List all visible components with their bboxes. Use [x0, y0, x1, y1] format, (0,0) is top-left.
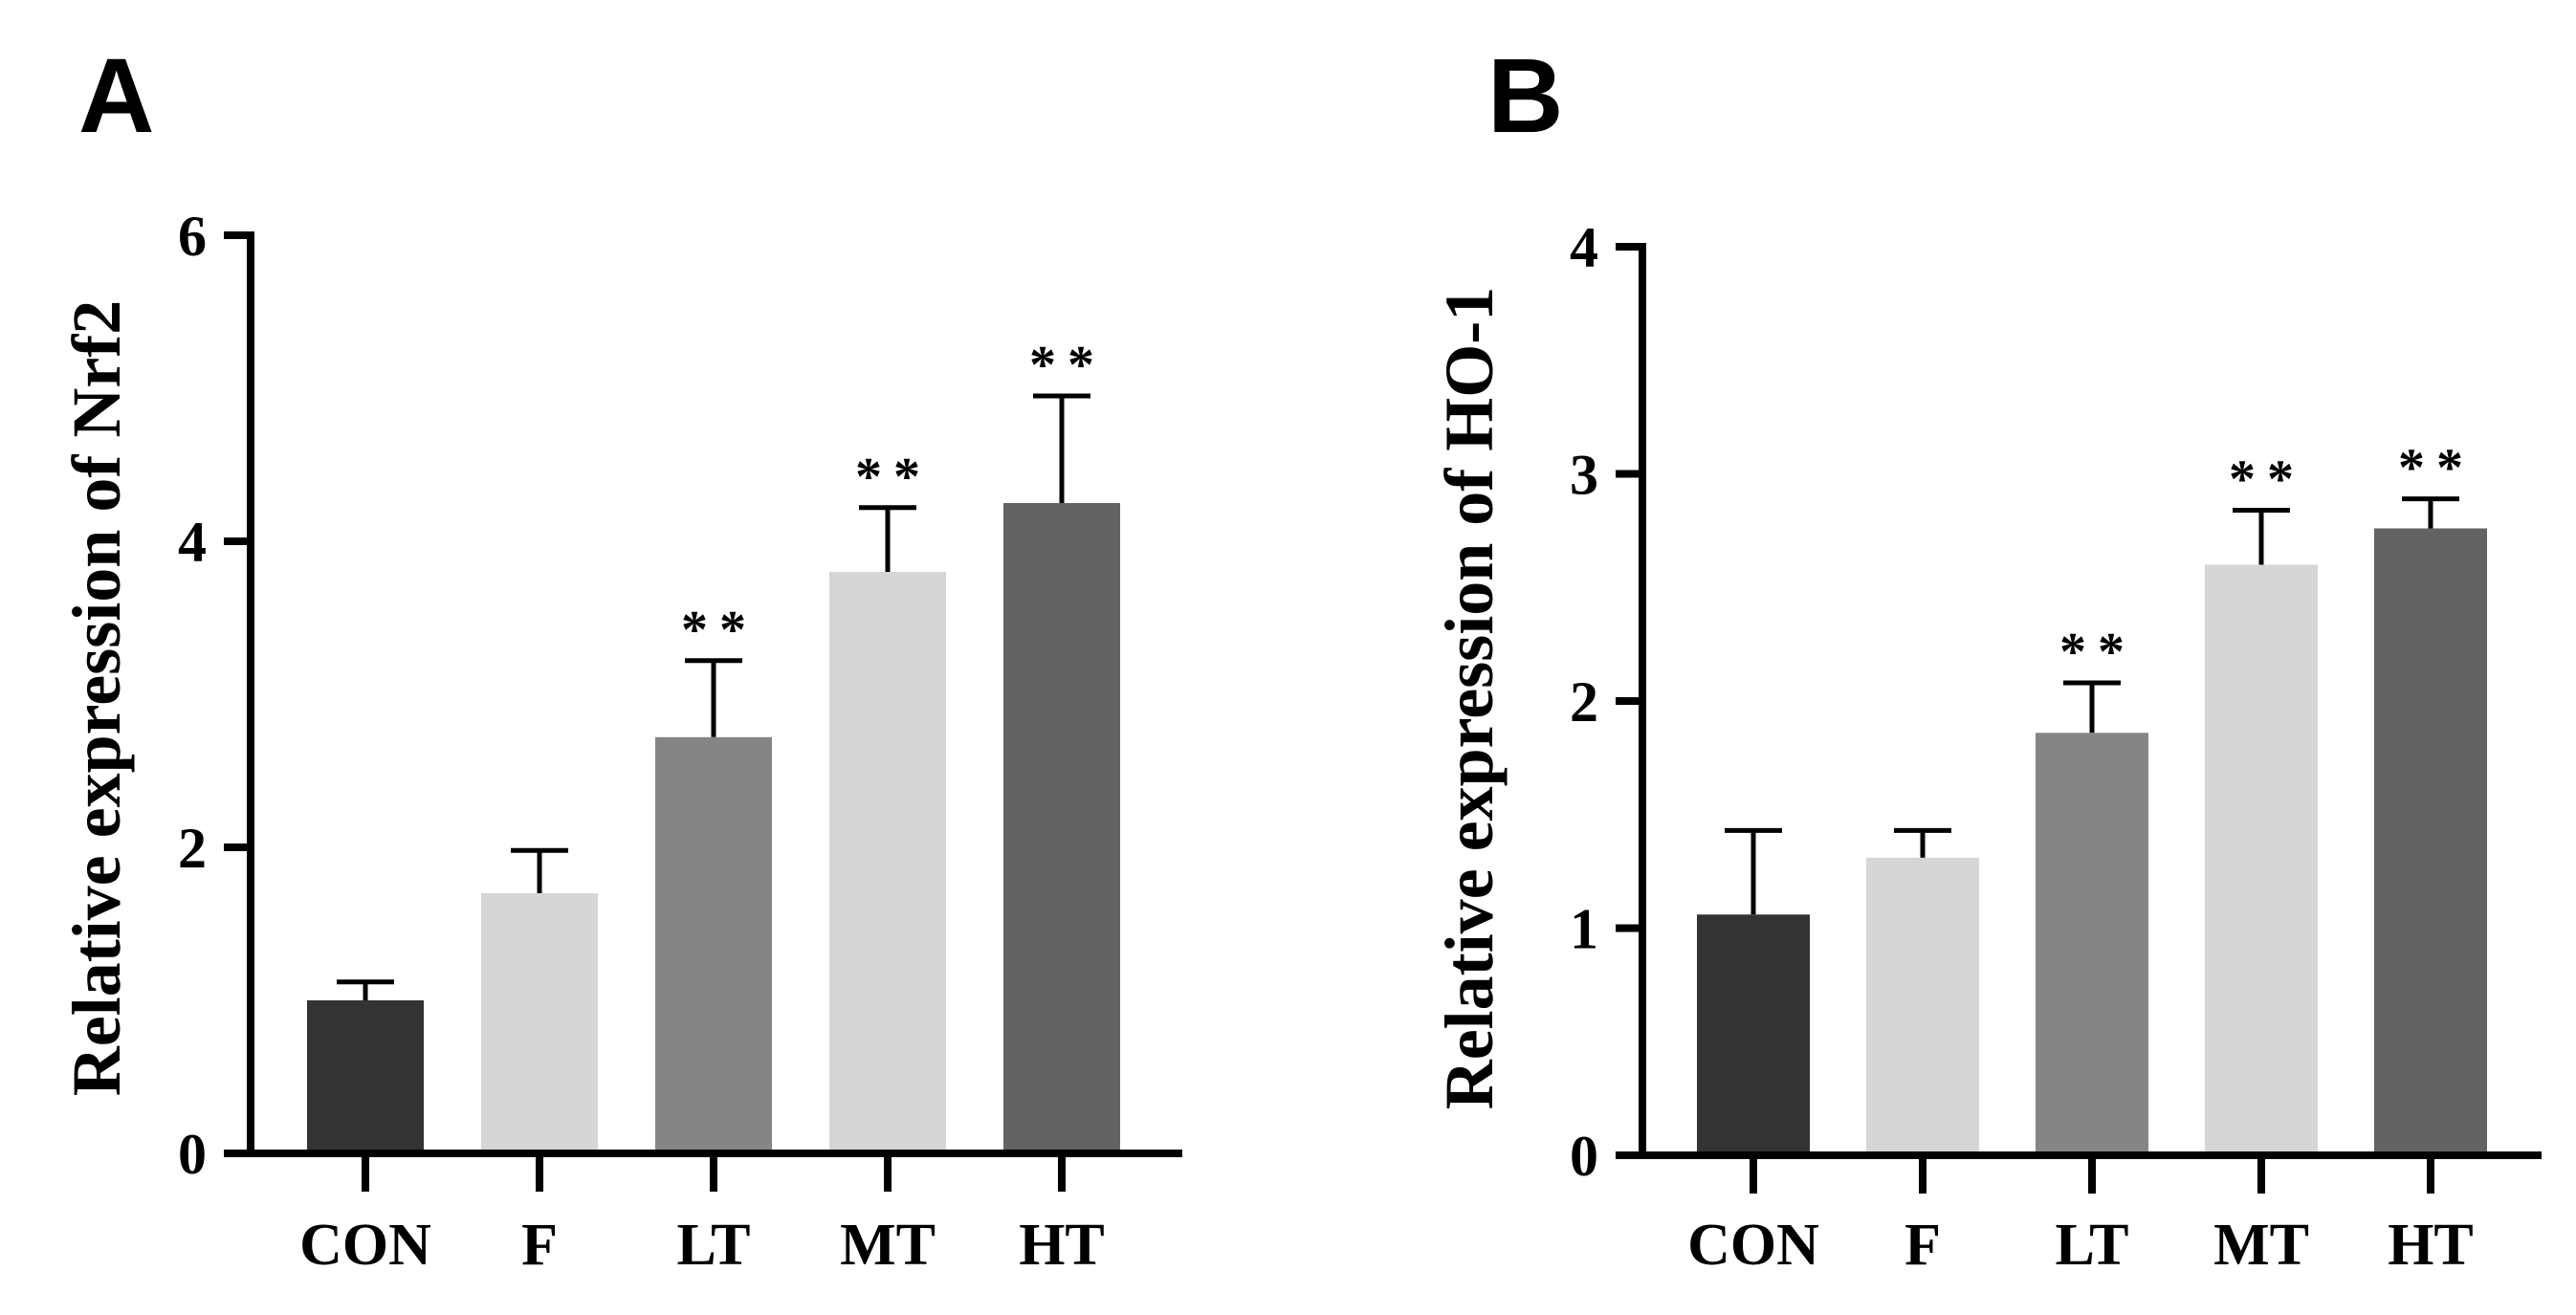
significance-mark-b: **: [2398, 439, 2475, 498]
bar-b-lt: [2036, 733, 2148, 1155]
y-tick-label-b: 0: [1570, 1125, 1598, 1188]
x-categories-a: CON F LT MT HT: [299, 1153, 1105, 1278]
significance-mark-a: **: [855, 448, 932, 507]
bar-b-ht: [2374, 528, 2487, 1155]
x-category-label-b: HT: [2388, 1213, 2474, 1278]
significance-mark-a: **: [1029, 336, 1106, 395]
bars-a: ** ** **: [307, 336, 1120, 1153]
y-tick-label-a: 0: [178, 1123, 207, 1186]
x-category-label-b: MT: [2213, 1213, 2309, 1278]
x-category-label-b: LT: [2055, 1213, 2128, 1278]
y-axis-label-a: Relative expression of Nrf2: [58, 300, 135, 1097]
bar-b-con: [1697, 914, 1810, 1155]
y-tick-label-b: 4: [1570, 216, 1598, 279]
bar-a-f: [481, 893, 598, 1153]
bars-b: ** ** **: [1697, 439, 2487, 1155]
y-tick-label-a: 2: [178, 817, 207, 880]
bar-a-ht: [1003, 503, 1120, 1153]
y-ticks-a: 0 2 4 6: [178, 205, 251, 1186]
y-ticks-b: 0 1 2 3 4: [1570, 216, 1642, 1188]
y-tick-label-b: 3: [1570, 444, 1598, 507]
x-category-label-a: HT: [1019, 1213, 1105, 1278]
bar-a-con: [307, 1000, 424, 1153]
significance-mark-a: **: [681, 601, 758, 660]
y-axis-label-b: Relative expression of HO-1: [1431, 287, 1508, 1110]
y-tick-label-a: 6: [178, 205, 207, 268]
significance-mark-b: **: [2059, 623, 2136, 682]
bar-b-f: [1866, 857, 1979, 1155]
x-category-label-a: MT: [840, 1213, 936, 1278]
significance-mark-b: **: [2229, 450, 2305, 510]
panel-letter-a: A: [78, 37, 154, 155]
bar-a-lt: [655, 736, 772, 1153]
bar-a-mt: [829, 572, 946, 1153]
x-category-label-a: CON: [299, 1213, 431, 1278]
x-category-label-a: F: [521, 1213, 558, 1278]
y-tick-label-b: 2: [1570, 670, 1598, 734]
x-category-label-b: CON: [1687, 1213, 1819, 1278]
y-tick-label-a: 4: [178, 511, 207, 574]
panel-letter-b: B: [1487, 37, 1563, 155]
bar-b-mt: [2205, 564, 2318, 1155]
x-categories-b: CON F LT MT HT: [1687, 1155, 2474, 1278]
x-category-label-a: LT: [676, 1213, 750, 1278]
x-category-label-b: F: [1904, 1213, 1941, 1278]
y-tick-label-b: 1: [1570, 898, 1598, 961]
